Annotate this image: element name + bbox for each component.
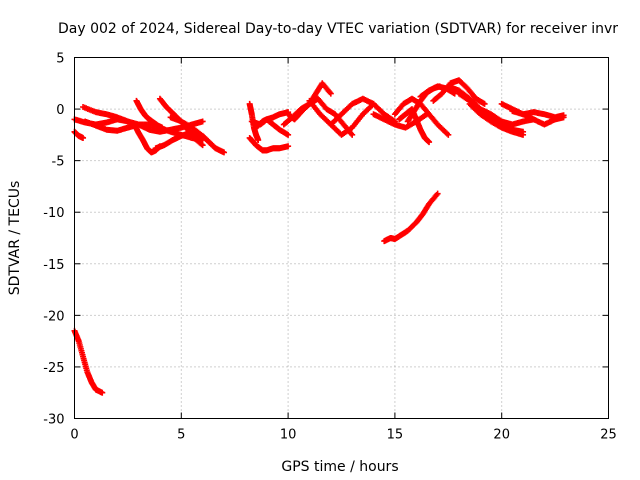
y-tick-label: -30 bbox=[43, 413, 64, 428]
data-point bbox=[426, 139, 433, 146]
series-arc-22 bbox=[396, 106, 433, 146]
axis-ticks: 0 5 10 15 20 25 -30 -25 -20 -15 -10 -5 0 5 bbox=[43, 52, 617, 443]
data-point bbox=[285, 143, 292, 150]
series-arc-16 bbox=[285, 95, 356, 138]
series-arc-04 bbox=[80, 104, 131, 125]
series-arc-10 bbox=[167, 114, 228, 156]
y-tick-label: 5 bbox=[56, 52, 64, 67]
data-point bbox=[445, 131, 452, 138]
data-point bbox=[199, 118, 206, 125]
x-tick-label: 20 bbox=[493, 428, 510, 443]
x-tick-label: 0 bbox=[70, 428, 78, 443]
series-arc-02 bbox=[71, 128, 87, 141]
data-point bbox=[285, 131, 292, 138]
data-point bbox=[159, 124, 166, 131]
x-tick-label: 10 bbox=[280, 428, 297, 443]
series-arc-27 bbox=[455, 90, 537, 128]
data-point bbox=[198, 141, 205, 148]
x-tick-label: 25 bbox=[600, 428, 617, 443]
y-tick-label: -20 bbox=[43, 309, 64, 324]
data-point bbox=[80, 134, 87, 141]
data-point bbox=[560, 114, 567, 121]
y-tick-label: 0 bbox=[56, 103, 64, 118]
y-axis-label: SDTVAR / TECUs bbox=[7, 181, 23, 296]
y-tick-label: -15 bbox=[43, 258, 64, 273]
series-arc-19 bbox=[370, 111, 430, 131]
data-point bbox=[349, 131, 356, 138]
series-arc-17 bbox=[306, 97, 377, 138]
series-arc-30 bbox=[509, 108, 567, 128]
grid bbox=[74, 57, 609, 419]
series-arc-12 bbox=[246, 134, 292, 154]
data-point bbox=[199, 142, 206, 149]
y-tick-label: -10 bbox=[43, 206, 64, 221]
series-arc-20 bbox=[381, 190, 441, 245]
plot-frame bbox=[74, 57, 609, 419]
data-point bbox=[520, 131, 527, 138]
series-arc-01 bbox=[71, 327, 106, 396]
data-point bbox=[255, 137, 262, 144]
series-arc-28 bbox=[466, 100, 527, 138]
x-tick-label: 15 bbox=[387, 428, 404, 443]
chart-title: Day 002 of 2024, Sidereal Day-to-day VTE… bbox=[58, 21, 618, 37]
data-point bbox=[221, 149, 228, 156]
series-arc-07 bbox=[133, 97, 166, 131]
x-axis-label: GPS time / hours bbox=[281, 459, 398, 475]
data-point bbox=[124, 118, 131, 125]
y-tick-label: -25 bbox=[43, 361, 64, 376]
data-point bbox=[481, 100, 488, 107]
data-point bbox=[327, 90, 334, 97]
series-arc-14 bbox=[253, 116, 292, 138]
data-point bbox=[434, 190, 441, 197]
y-tick-label: -5 bbox=[52, 155, 65, 170]
data-points bbox=[71, 77, 567, 396]
x-tick-label: 5 bbox=[177, 428, 185, 443]
data-point bbox=[99, 389, 106, 396]
